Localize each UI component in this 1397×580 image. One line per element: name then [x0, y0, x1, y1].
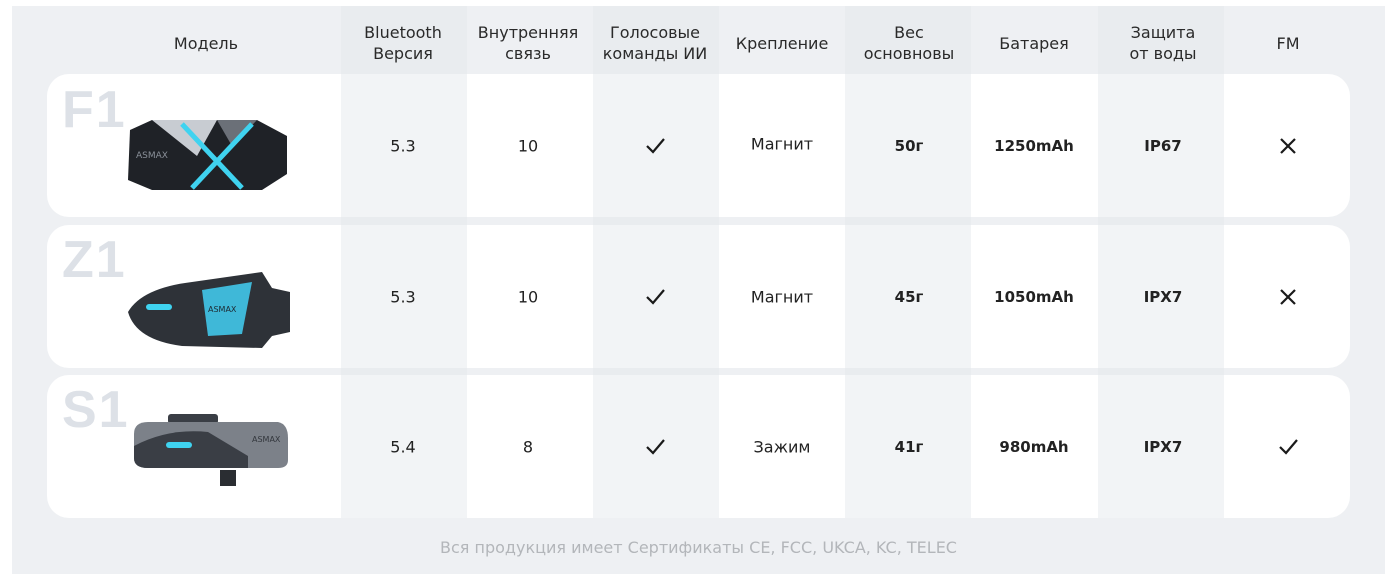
header-bluetooth: Bluetooth Версия — [364, 23, 442, 63]
device-image-z1: ASMAX — [128, 272, 290, 348]
cell-intercom: 8 — [522, 437, 534, 457]
check-icon — [646, 138, 665, 154]
cross-icon — [1280, 289, 1296, 305]
cell-weight: 50г — [894, 137, 924, 155]
cell-waterproof: IPX7 — [1143, 288, 1183, 306]
svg-text:ASMAX: ASMAX — [252, 435, 281, 444]
cell-waterproof: IPX7 — [1143, 438, 1183, 456]
svg-text:ASMAX: ASMAX — [136, 151, 168, 161]
svg-text:ASMAX: ASMAX — [208, 305, 237, 314]
cell-battery: 980mAh — [999, 438, 1069, 456]
device-image-s1: ASMAX — [134, 414, 288, 486]
device-image-f1: ASMAX — [128, 120, 287, 190]
check-icon — [646, 439, 665, 455]
check-icon — [1279, 439, 1298, 455]
cell-mount: Магнит — [750, 134, 814, 154]
cell-weight: 45г — [894, 288, 924, 306]
column-shade-weight — [845, 6, 971, 518]
cell-mount: Магнит — [750, 287, 814, 307]
header-waterproof: Защита от воды — [1129, 23, 1197, 63]
cell-bluetooth: 5.3 — [390, 287, 416, 307]
cell-intercom: 10 — [517, 136, 539, 156]
cell-bluetooth: 5.4 — [390, 437, 416, 457]
cell-weight: 41г — [894, 438, 924, 456]
cell-waterproof: IP67 — [1144, 137, 1182, 155]
model-label-z1: Z1 — [62, 231, 127, 289]
column-shade-bluetooth — [341, 6, 467, 518]
header-weight: Вес основновы — [863, 23, 955, 63]
cell-battery: 1050mAh — [994, 288, 1074, 306]
header-battery: Батарея — [999, 33, 1069, 53]
model-label-s1: S1 — [62, 381, 130, 439]
header-model: Модель — [173, 33, 239, 53]
header-mount: Крепление — [735, 33, 829, 53]
header-fm: FM — [1276, 33, 1300, 53]
check-icon — [646, 289, 665, 305]
column-shade-waterproof — [1098, 6, 1224, 518]
cell-battery: 1250mAh — [994, 137, 1074, 155]
cell-bluetooth: 5.3 — [390, 136, 416, 156]
certification-footer: Вся продукция имеет Сертификаты CE, FCC,… — [440, 538, 957, 557]
header-voice: Голосовые команды ИИ — [602, 23, 708, 63]
column-shade-voice — [593, 6, 719, 518]
cell-intercom: 10 — [517, 287, 539, 307]
header-intercom: Внутренняя связь — [477, 23, 579, 63]
model-label-f1: F1 — [62, 81, 127, 139]
cell-mount: Зажим — [753, 437, 811, 457]
cross-icon — [1280, 138, 1296, 154]
